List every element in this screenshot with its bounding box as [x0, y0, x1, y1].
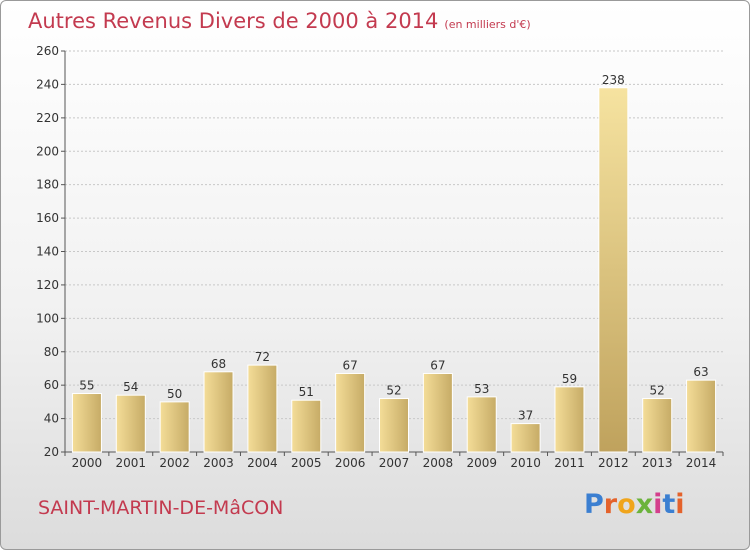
- x-tick-label: 2002: [159, 456, 190, 470]
- bar: [554, 386, 585, 453]
- bar-value-label: 72: [255, 350, 270, 364]
- logo-letter: o: [617, 489, 636, 520]
- bar-value-label: 238: [602, 73, 625, 87]
- bar: [203, 371, 234, 453]
- bar: [379, 398, 409, 453]
- bar: [686, 379, 717, 453]
- bar: [247, 364, 278, 453]
- bar: [598, 87, 629, 453]
- y-tick-label: 140: [36, 245, 59, 259]
- y-tick-label: 60: [44, 378, 59, 392]
- bar-group: [379, 398, 409, 453]
- bar-value-label: 59: [562, 372, 577, 386]
- bar-group: [510, 423, 541, 453]
- bar: [159, 401, 190, 453]
- bar-value-label: 63: [693, 365, 708, 379]
- y-tick-label: 240: [36, 77, 59, 91]
- proxiti-logo[interactable]: Proxiti: [584, 489, 685, 520]
- value-labels: 55 54 50 68 72 51 67 52 67 53 37 59 238 52 63: [79, 73, 708, 423]
- bar-group: [686, 379, 717, 453]
- bar-group: [554, 386, 585, 453]
- bar-group: [159, 401, 190, 453]
- y-tick-label: 40: [44, 412, 59, 426]
- y-tick-label: 160: [36, 211, 59, 225]
- bar-value-label: 37: [518, 409, 533, 423]
- bar-group: [291, 399, 322, 453]
- logo-letter: P: [584, 489, 604, 520]
- logo-letter: i: [653, 489, 663, 520]
- y-tick-label: 200: [36, 144, 59, 158]
- x-tick-label: 2005: [291, 456, 322, 470]
- bar-group: [598, 87, 629, 453]
- bar-group: [642, 398, 673, 453]
- bar-value-label: 52: [386, 384, 401, 398]
- bar: [422, 372, 453, 453]
- x-tick-label: 2010: [510, 456, 541, 470]
- bar-group: [115, 394, 146, 453]
- commune-name: SAINT-MARTIN-DE-MâCON: [38, 497, 284, 519]
- bar-value-label: 54: [123, 380, 138, 394]
- bars: [71, 87, 717, 453]
- bar: [510, 423, 541, 453]
- logo-letter: r: [603, 489, 618, 520]
- y-tick-label: 120: [36, 278, 59, 292]
- x-tick-label: 2012: [598, 456, 629, 470]
- x-tick-label: 2013: [642, 456, 673, 470]
- bar-value-label: 67: [342, 358, 357, 372]
- bar-group: [247, 364, 278, 453]
- x-tick-label: 2009: [466, 456, 497, 470]
- x-tick-label: 2011: [554, 456, 585, 470]
- logo-letter: x: [635, 489, 654, 520]
- y-tick-label: 260: [36, 44, 59, 58]
- x-tick-label: 2001: [116, 456, 147, 470]
- bar-group: [203, 371, 234, 453]
- logo-letter: t: [662, 489, 676, 520]
- bar-group: [71, 393, 102, 453]
- x-tick-label: 2003: [203, 456, 234, 470]
- y-tick-label: 20: [44, 445, 59, 459]
- y-tick-label: 220: [36, 111, 59, 125]
- bar: [466, 396, 497, 453]
- bar: [642, 398, 673, 453]
- bar-value-label: 55: [79, 379, 94, 393]
- chart-title: Autres Revenus Divers de 2000 à 2014 (en …: [28, 9, 531, 33]
- bar-value-label: 51: [299, 385, 314, 399]
- x-tick-label: 2000: [72, 456, 103, 470]
- x-tick-label: 2008: [423, 456, 454, 470]
- y-tick-label: 100: [36, 311, 59, 325]
- bar: [335, 372, 366, 453]
- bar-value-label: 68: [211, 357, 226, 371]
- title-text: Autres Revenus Divers de 2000 à 2014: [28, 9, 439, 33]
- x-tick-label: 2007: [379, 456, 410, 470]
- x-tick-label: 2004: [247, 456, 278, 470]
- bar: [71, 393, 102, 453]
- bar-group: [422, 372, 453, 453]
- bar-value-label: 50: [167, 387, 182, 401]
- x-tick-label: 2006: [335, 456, 366, 470]
- bar-group: [335, 372, 366, 453]
- y-tick-label: 80: [44, 345, 59, 359]
- bar: [291, 399, 322, 453]
- bar-group: [466, 396, 497, 453]
- tick-labels: 20 40 60 80 100 120 140 160 180 200 220 240 260 2000 2…: [36, 44, 716, 470]
- x-tick-label: 2014: [686, 456, 717, 470]
- logo-letter: i: [675, 489, 685, 520]
- bar-value-label: 67: [430, 358, 445, 372]
- bar-value-label: 53: [474, 382, 489, 396]
- bar-value-label: 52: [650, 384, 665, 398]
- y-tick-label: 180: [36, 178, 59, 192]
- title-unit: (en milliers d'€): [444, 18, 531, 31]
- bar: [115, 394, 146, 453]
